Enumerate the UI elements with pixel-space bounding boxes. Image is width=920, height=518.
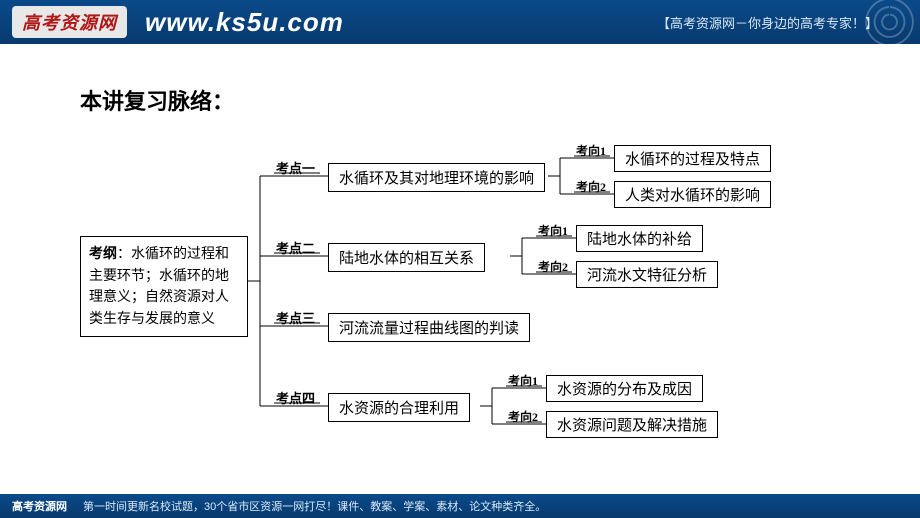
kaoxiang-box-4-2: 水资源问题及解决措施 (546, 411, 718, 438)
kaoxiang-label-4-1: 考向1 (508, 372, 538, 389)
site-url: www.ks5u.com (145, 7, 344, 38)
footer-right: 第一时间更新名校试题，30个省市区资源一网打尽！课件、教案、学案、素材、论文种类… (83, 498, 546, 514)
kaoxiang-label-2-1: 考向1 (538, 222, 568, 239)
root-node: 考纲：水循环的过程和主要环节；水循环的地理意义；自然资源对人类生存与发展的意义 (80, 236, 248, 337)
kaodian-label-1: 考点一 (276, 158, 315, 177)
kaodian-box-4: 水资源的合理利用 (328, 393, 470, 422)
kaoxiang-box-1-1: 水循环的过程及特点 (614, 145, 771, 172)
kaoxiang-label-2-2: 考向2 (538, 258, 568, 275)
footer-bar: 高考资源网 第一时间更新名校试题，30个省市区资源一网打尽！课件、教案、学案、素… (0, 494, 920, 518)
kaoxiang-label-4-2: 考向2 (508, 408, 538, 425)
page-title: 本讲复习脉络： (80, 84, 860, 116)
kaoxiang-label-1-1: 考向1 (576, 142, 606, 159)
kaoxiang-box-4-1: 水资源的分布及成因 (546, 375, 703, 402)
kaodian-box-3: 河流流量过程曲线图的判读 (328, 313, 530, 342)
root-label: 考纲 (89, 245, 117, 261)
kaoxiang-box-2-1: 陆地水体的补给 (576, 225, 703, 252)
slide-content: 本讲复习脉络： 考纲：水循环的过程和主要环节；水循环的地理意义；自然资源对人类生… (0, 44, 920, 480)
footer-left: 高考资源网 (12, 498, 67, 514)
kaodian-box-2: 陆地水体的相互关系 (328, 243, 485, 272)
kaodian-label-3: 考点三 (276, 308, 315, 327)
kaodian-label-2: 考点二 (276, 238, 315, 257)
kaoxiang-box-1-2: 人类对水循环的影响 (614, 181, 771, 208)
decorative-swirl-icon (860, 0, 920, 50)
kaoxiang-label-1-2: 考向2 (576, 178, 606, 195)
header-bar: 高考资源网 www.ks5u.com 【高考资源网－你身边的高考专家！】 (0, 0, 920, 44)
kaodian-box-1: 水循环及其对地理环境的影响 (328, 163, 545, 192)
site-logo: 高考资源网 (12, 6, 127, 38)
kaodian-label-4: 考点四 (276, 388, 315, 407)
outline-diagram: 考纲：水循环的过程和主要环节；水循环的地理意义；自然资源对人类生存与发展的意义 … (80, 140, 860, 480)
kaoxiang-box-2-2: 河流水文特征分析 (576, 261, 718, 288)
site-tagline: 【高考资源网－你身边的高考专家！】 (657, 13, 878, 32)
